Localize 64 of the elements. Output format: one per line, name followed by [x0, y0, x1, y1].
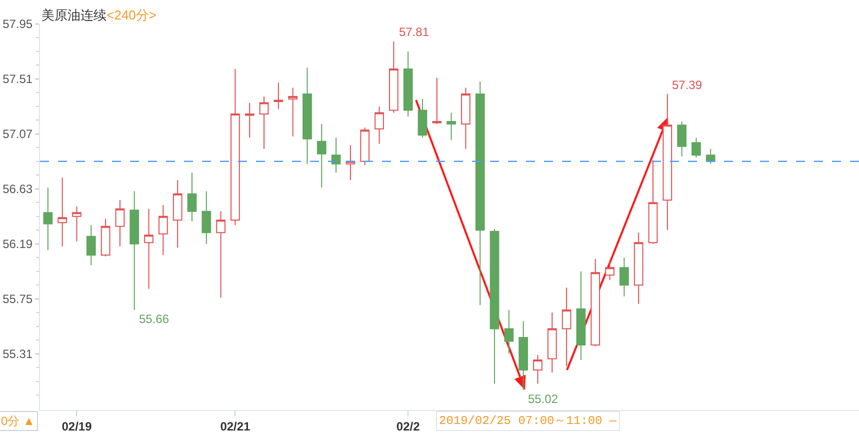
candlestick — [302, 67, 312, 164]
candlestick — [490, 228, 500, 384]
candlestick — [346, 144, 356, 181]
candlestick — [619, 257, 629, 297]
candlestick — [43, 187, 53, 251]
x-tick-label: 02/21 — [220, 419, 251, 434]
candlestick — [187, 172, 197, 222]
candlestick — [244, 102, 254, 138]
candlestick — [533, 354, 542, 384]
candlestick — [130, 190, 140, 311]
candlestick — [475, 80, 485, 306]
candlestick — [547, 312, 557, 374]
candlestick — [692, 137, 701, 158]
text: 0分 ▲ — [1, 414, 35, 428]
candlestick — [86, 224, 96, 266]
annotation: 55.66 — [139, 312, 170, 326]
candlestick — [259, 96, 269, 150]
candlestick — [590, 258, 600, 347]
candlestick — [461, 87, 470, 150]
candlestick — [216, 210, 226, 298]
candlestick — [562, 287, 572, 367]
annotation: 57.81 — [399, 25, 430, 39]
candlestick — [388, 40, 398, 114]
y-tick-label: 57.07 — [2, 127, 33, 142]
candlestick — [100, 218, 110, 257]
candlestick — [374, 106, 384, 144]
candlestick — [331, 137, 341, 174]
y-tick-label: 56.19 — [2, 237, 33, 252]
y-tick-label: 56.63 — [2, 182, 33, 196]
candlestick — [576, 270, 586, 361]
candlestick — [662, 93, 672, 231]
candlestick — [230, 68, 240, 226]
candlestick — [518, 320, 528, 391]
candlestick — [274, 82, 284, 110]
candlestick — [115, 200, 125, 247]
y-tick-label: 57.51 — [2, 72, 33, 86]
candlestick — [72, 206, 82, 242]
candlestick — [202, 190, 212, 244]
candlestick — [288, 87, 298, 137]
candlestick — [144, 208, 154, 290]
y-tick-label: 55.31 — [2, 346, 33, 361]
candlestick — [677, 120, 686, 157]
candlestick — [446, 112, 456, 141]
annotation: 55.02 — [528, 392, 558, 406]
candlestick — [648, 160, 658, 244]
candlestick — [360, 127, 370, 166]
candlestick — [432, 77, 442, 124]
x-tick-label: 02/19 — [62, 419, 92, 434]
candlestick — [172, 180, 182, 248]
candlestick — [418, 98, 428, 138]
x-tick-label: 02/2 — [396, 419, 420, 434]
annotation: 57.39 — [672, 78, 702, 92]
candlestick — [58, 177, 68, 247]
text: 2019/02/25 07:00～11:00 — — [439, 414, 618, 428]
candlestick — [634, 232, 644, 304]
candlestick — [504, 310, 514, 354]
candlestick — [706, 148, 716, 164]
candlestick — [158, 204, 168, 256]
y-tick-label: 57.95 — [2, 17, 33, 32]
candlestick — [403, 50, 413, 117]
chart-subtitle: <240分> — [106, 8, 157, 23]
candlestick — [605, 260, 614, 281]
y-tick-label: 55.75 — [2, 292, 33, 306]
candlestick — [316, 123, 326, 188]
